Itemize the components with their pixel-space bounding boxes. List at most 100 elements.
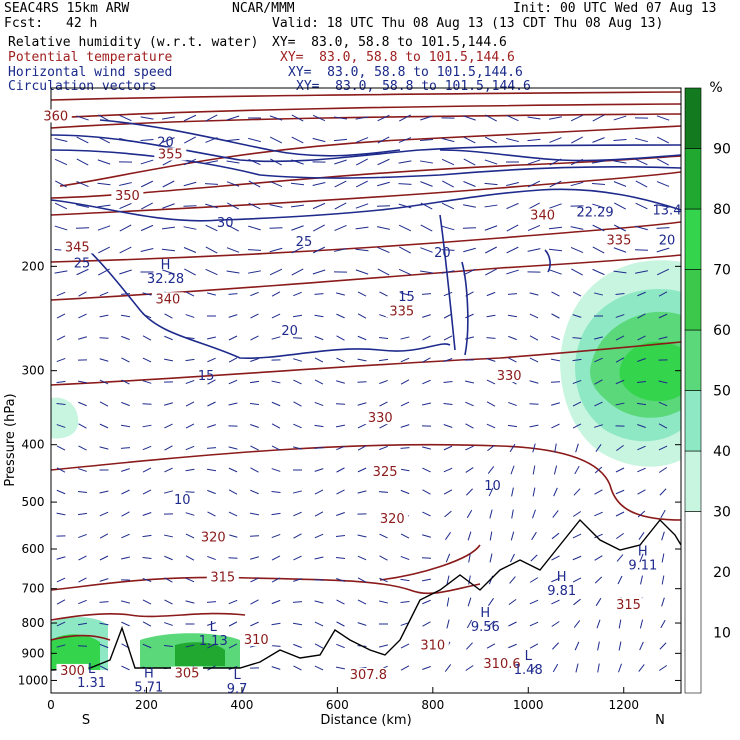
circulation-vector <box>119 202 132 210</box>
circulation-vector <box>530 664 538 672</box>
circulation-vector <box>185 379 195 385</box>
circulation-vector <box>463 158 476 166</box>
circulation-vector <box>548 226 563 230</box>
circulation-vector <box>465 291 474 297</box>
circulation-vector <box>228 314 238 318</box>
circulation-vector <box>614 202 626 210</box>
circulation-vector <box>121 401 130 407</box>
circulation-vector <box>656 136 670 144</box>
theta-label-bg <box>151 292 184 306</box>
circulation-vector <box>618 619 622 629</box>
circulation-vector <box>99 314 109 318</box>
circulation-vector <box>400 555 410 561</box>
circulation-vectors <box>54 114 670 673</box>
circulation-vector <box>250 335 259 341</box>
wind-speed-label: 25 <box>74 256 91 271</box>
circulation-vector <box>314 293 324 295</box>
wind-speed-label: 20 <box>659 233 676 248</box>
circulation-vector <box>377 158 390 166</box>
circulation-vector <box>185 533 195 539</box>
circulation-vector <box>529 424 539 428</box>
circulation-vector <box>661 531 665 541</box>
circulation-vector <box>99 601 109 603</box>
circulation-vector <box>595 444 602 452</box>
circulation-vector <box>529 577 539 583</box>
circulation-vector <box>571 136 583 144</box>
circulation-vector <box>529 621 539 627</box>
circulation-vector <box>506 224 519 232</box>
theta-label-bg <box>154 147 187 161</box>
y-tick-label: 400 <box>22 438 45 452</box>
circulation-vector <box>228 489 238 495</box>
circulation-vector <box>207 622 216 626</box>
circulation-vector <box>377 136 390 144</box>
circulation-vector <box>618 663 622 673</box>
theta-label-bg <box>364 411 397 425</box>
circulation-vector <box>592 268 605 276</box>
circulation-vector <box>290 182 305 186</box>
circulation-vector <box>185 358 195 362</box>
circulation-vector <box>334 202 347 210</box>
circulation-vector <box>379 600 388 604</box>
circulation-vector <box>618 641 622 651</box>
circulation-vector <box>247 249 262 251</box>
circulation-vector <box>422 379 431 385</box>
circulation-vector <box>422 314 431 318</box>
circulation-vector <box>508 401 517 407</box>
circulation-vector <box>357 313 367 319</box>
circulation-vector <box>99 511 109 517</box>
circulation-vector <box>379 401 388 407</box>
circulation-vector <box>594 379 603 385</box>
circulation-vector <box>162 180 175 188</box>
circulation-vector <box>658 445 668 451</box>
circulation-vector <box>657 158 669 166</box>
circulation-vector <box>486 337 496 339</box>
wind-speed-label: 15 <box>198 369 215 384</box>
circulation-vector <box>207 424 216 428</box>
circulation-vector <box>248 137 261 143</box>
circulation-vector <box>207 643 216 649</box>
circulation-vector <box>120 424 131 428</box>
circulation-vector <box>422 446 431 450</box>
theta-contour-300 <box>51 634 111 641</box>
circulation-vector <box>357 445 367 451</box>
colorbar-band <box>684 329 702 391</box>
circulation-vector <box>572 577 582 583</box>
circulation-vector <box>119 114 132 122</box>
theta-label: 310 <box>244 633 269 648</box>
circulation-vector <box>314 665 324 671</box>
circulation-vector <box>250 313 259 319</box>
circulation-vector <box>510 465 515 475</box>
circulation-vector <box>56 489 66 495</box>
circulation-vector <box>511 509 514 519</box>
circulation-vector <box>400 643 410 649</box>
circulation-vector <box>421 293 432 295</box>
circulation-vector <box>226 181 240 187</box>
theta-contour-335 <box>51 171 681 216</box>
y-tick-label: 200 <box>22 259 45 273</box>
circulation-vector <box>119 269 132 275</box>
circulation-vector <box>162 203 175 209</box>
circulation-vector <box>549 269 562 275</box>
theta-label: 355 <box>158 147 183 162</box>
circulation-vector <box>56 424 66 428</box>
circulation-vector <box>615 489 625 495</box>
circulation-vector <box>78 555 87 561</box>
circulation-vector <box>334 116 347 120</box>
circulation-vector <box>270 158 282 166</box>
wind-speed-label: 10 <box>174 493 191 508</box>
circulation-vector <box>484 225 498 231</box>
circulation-vector <box>161 226 176 230</box>
theta-label-bg <box>39 109 72 123</box>
theta-label-bg <box>61 240 94 254</box>
theta-label: 300 <box>60 664 85 679</box>
colorbar-band <box>684 269 702 331</box>
circulation-vector <box>227 202 239 210</box>
circulation-vector <box>400 489 410 495</box>
theta-label-bg <box>612 598 645 612</box>
circulation-vector <box>615 357 625 363</box>
circulation-vector <box>228 293 238 295</box>
theta-label-bg <box>416 638 449 652</box>
circulation-vector <box>142 335 152 341</box>
circulation-vector <box>468 553 471 563</box>
